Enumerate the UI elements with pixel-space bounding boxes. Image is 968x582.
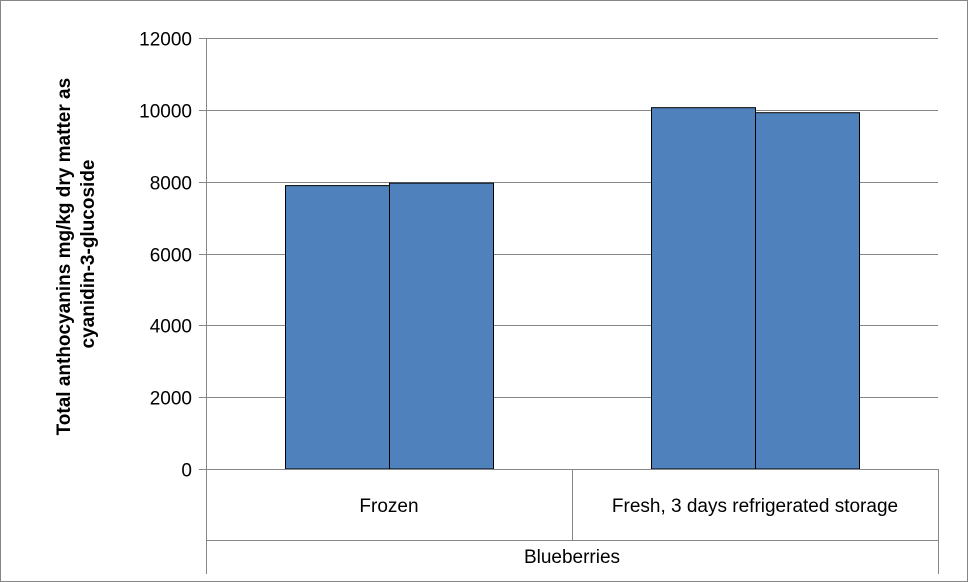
bar-1-0	[651, 107, 756, 470]
y-axis-title-line-2: cyanidin-3-glucoside	[78, 160, 99, 349]
category-labels: Frozen Fresh, 3 days refrigerated storag…	[359, 496, 898, 517]
y-tick-label: 0	[181, 461, 192, 482]
bar-1-1	[755, 112, 860, 470]
y-tick-label: 8000	[150, 174, 192, 195]
y-tick-label: 4000	[150, 317, 192, 338]
y-tick-label: 12000	[139, 30, 192, 51]
bar-0-1	[389, 182, 494, 470]
y-axis-title-line-1: Total anthocyanins mg/kg dry matter as	[54, 78, 75, 436]
y-tick-label: 6000	[150, 246, 192, 267]
bar-0-0	[285, 185, 390, 470]
axes	[206, 38, 939, 574]
y-tick-label: 10000	[139, 102, 192, 123]
bars	[285, 107, 860, 470]
category-label-frozen: Frozen	[359, 496, 418, 517]
y-tick-labels: 0 2000 4000 6000 8000 10000 12000	[139, 30, 192, 482]
category-label-fresh: Fresh, 3 days refrigerated storage	[612, 496, 898, 517]
y-axis-title: Total anthocyanins mg/kg dry matter as c…	[54, 73, 99, 436]
group-label-blueberries: Blueberries	[524, 547, 620, 568]
y-tick-label: 2000	[150, 389, 192, 410]
